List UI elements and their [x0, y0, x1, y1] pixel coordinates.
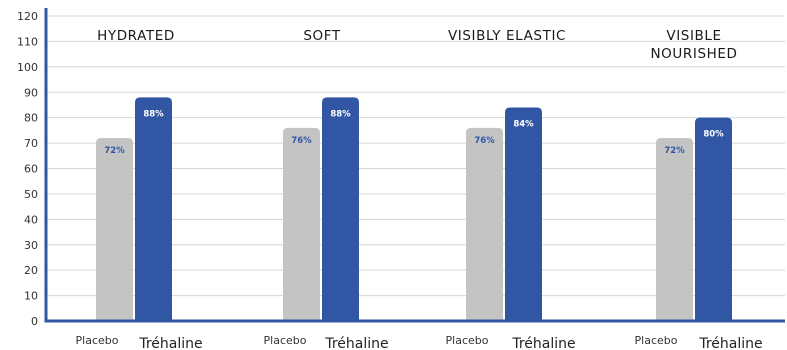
axes	[44, 8, 785, 323]
y-axis-tick-labels: 0 10 20 30 40 50 60 70 80 90 100 110 120	[17, 10, 38, 328]
y-tick-label: 20	[24, 264, 38, 277]
x-axis-bar-labels: Placebo Tréhaline Placebo Tréhaline Placebo T…	[76, 334, 763, 350]
bar-trehaline	[322, 97, 359, 321]
category-title: VISIBLE	[666, 28, 721, 44]
y-tick-label: 100	[17, 61, 38, 74]
y-tick-label: 70	[24, 137, 38, 150]
category-titles: HYDRATED SOFT VISIBLY ELASTIC VISIBLE NOURIS…	[97, 28, 737, 62]
y-tick-label: 90	[24, 86, 38, 99]
data-label-trehaline: 84%	[513, 120, 534, 130]
y-tick-label: 120	[17, 10, 38, 23]
data-label-placebo: 72%	[664, 146, 685, 156]
category-title: VISIBLY ELASTIC	[448, 28, 566, 44]
y-tick-label: 30	[24, 239, 38, 252]
y-tick-label: 80	[24, 112, 38, 125]
x-label-trehaline: Tréhaline	[511, 336, 575, 350]
bar-placebo	[96, 138, 133, 321]
bar-trehaline	[505, 107, 542, 321]
data-label-trehaline: 88%	[330, 109, 351, 119]
y-tick-label: 60	[24, 163, 38, 176]
x-label-trehaline: Tréhaline	[698, 336, 762, 350]
data-label-placebo: 72%	[104, 146, 125, 156]
bar-placebo	[283, 127, 320, 321]
data-label-trehaline: 88%	[143, 109, 164, 119]
bars: 72% 88% 76% 88% 76% 84% 72% 80%	[96, 97, 732, 322]
y-tick-label: 40	[24, 213, 38, 226]
bar-placebo	[466, 127, 503, 321]
bar-trehaline	[135, 97, 172, 321]
data-label-placebo: 76%	[474, 136, 495, 146]
x-label-placebo: Placebo	[264, 334, 307, 347]
x-label-placebo: Placebo	[635, 334, 678, 347]
x-label-trehaline: Tréhaline	[324, 336, 388, 350]
category-title: NOURISHED	[650, 46, 737, 62]
x-label-trehaline: Tréhaline	[138, 336, 202, 350]
data-label-placebo: 76%	[291, 136, 312, 146]
bar-trehaline	[695, 117, 732, 322]
y-tick-label: 110	[17, 35, 38, 48]
category-title: SOFT	[303, 28, 341, 44]
x-label-placebo: Placebo	[446, 334, 489, 347]
data-label-trehaline: 80%	[703, 130, 724, 140]
bar-placebo	[656, 138, 693, 321]
y-tick-label: 0	[31, 315, 38, 328]
y-tick-label: 10	[24, 290, 38, 303]
y-tick-label: 50	[24, 188, 38, 201]
x-label-placebo: Placebo	[76, 334, 119, 347]
category-title: HYDRATED	[97, 28, 175, 44]
